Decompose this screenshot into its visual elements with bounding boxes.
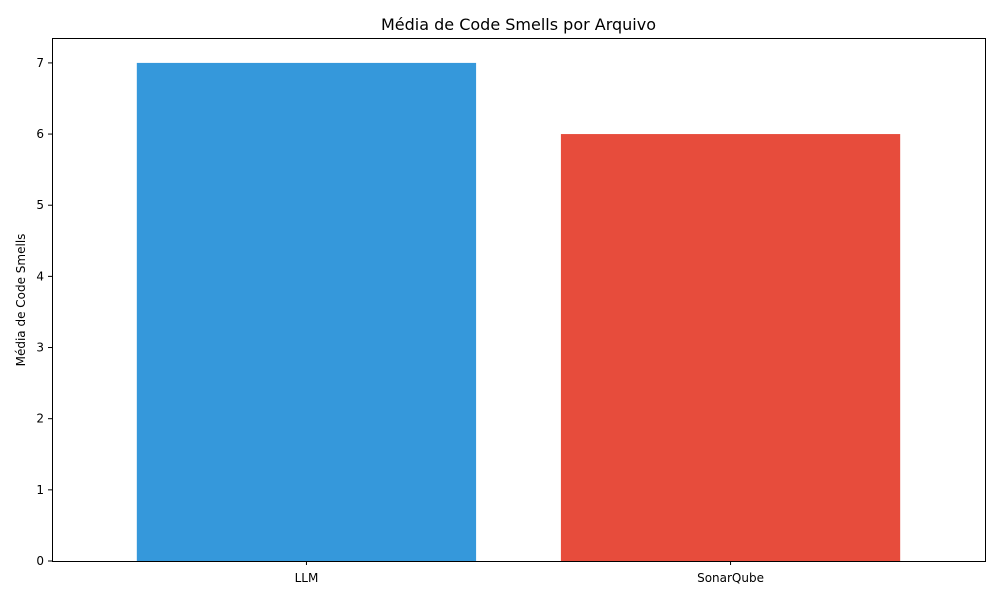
y-tick-label: 5 xyxy=(36,198,44,212)
y-tick-label: 3 xyxy=(36,341,44,355)
x-tick-label: SonarQube xyxy=(697,571,764,585)
plot-frame xyxy=(52,38,986,562)
y-tick-label: 7 xyxy=(36,56,44,70)
chart-title: Média de Code Smells por Arquivo xyxy=(381,15,656,34)
x-tick-label: LLM xyxy=(295,571,319,585)
x-axis-ticks: LLM SonarQube xyxy=(295,561,764,585)
y-tick-label: 2 xyxy=(36,412,44,426)
y-tick-label: 6 xyxy=(36,127,44,141)
y-tick-label: 1 xyxy=(36,483,44,497)
bar-sonarqube xyxy=(560,134,901,561)
y-axis-label: Média de Code Smells xyxy=(14,234,28,367)
y-tick-label: 4 xyxy=(36,269,44,283)
y-tick-label: 0 xyxy=(36,554,44,568)
bars-group xyxy=(136,62,901,562)
bar-llm xyxy=(136,62,477,562)
y-axis-ticks: 0 1 2 3 4 5 6 7 xyxy=(36,56,52,568)
